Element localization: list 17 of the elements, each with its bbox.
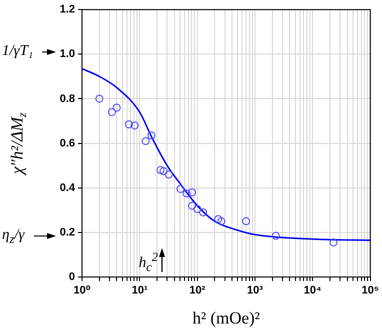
y-tick-label: 0 bbox=[68, 271, 75, 284]
x-tick-label: 10⁵ bbox=[362, 284, 379, 297]
y-tick-label: 1.0 bbox=[60, 48, 75, 60]
y-tick-label: 0.2 bbox=[60, 226, 75, 238]
x-tick-label: 10⁰ bbox=[73, 284, 91, 297]
x-tick-label: 10¹ bbox=[132, 284, 148, 297]
x-axis-title: h² (mOe)² bbox=[192, 308, 260, 328]
text: η$_{z}$/γ bbox=[2, 226, 26, 248]
y-tick-label: 1.2 bbox=[60, 4, 75, 16]
y-tick-label: 0.6 bbox=[60, 137, 75, 150]
x-tick-label: 10³ bbox=[247, 284, 264, 297]
x-tick-label: 10² bbox=[189, 284, 206, 297]
y-axis-title: χ″h²/ΔMz bbox=[7, 112, 30, 176]
y-tick-label: 0.4 bbox=[60, 182, 76, 194]
y-tick-label: 0.8 bbox=[60, 92, 75, 105]
text: 1/γT₁ bbox=[2, 42, 34, 60]
x-tick-label: 10⁴ bbox=[304, 284, 322, 297]
